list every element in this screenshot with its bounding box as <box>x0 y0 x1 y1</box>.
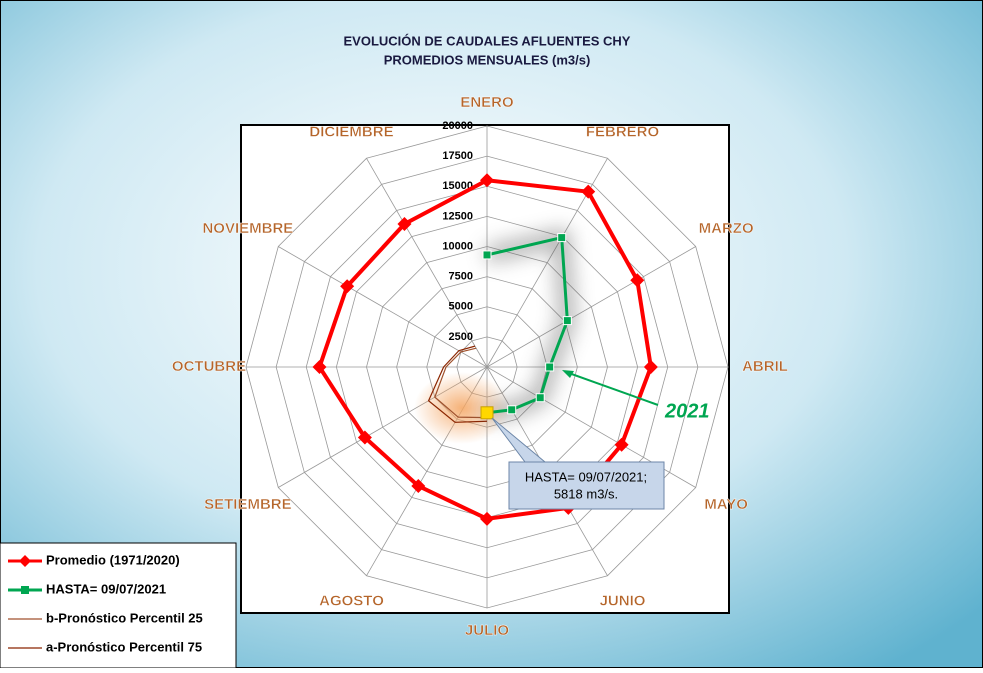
marker <box>312 360 327 374</box>
marker <box>614 437 629 452</box>
legend-label: a-Pronóstico Percentil 75 <box>46 639 202 654</box>
marker <box>507 405 517 415</box>
spoke <box>486 246 696 368</box>
category-label: MARZO <box>699 220 754 237</box>
marker <box>581 184 596 199</box>
marker <box>535 393 545 403</box>
category-label: FEBRERO <box>586 123 660 140</box>
annotation-arrow <box>565 371 659 406</box>
marker <box>397 217 412 232</box>
category-label: JUNIO <box>600 593 646 610</box>
marker <box>630 273 645 288</box>
series-line <box>434 347 488 419</box>
legend-label: b-Pronóstico Percentil 25 <box>46 610 203 625</box>
r-tick-label: 2500 <box>449 331 473 343</box>
marker <box>340 279 355 294</box>
marker <box>480 173 494 188</box>
legend-marker <box>19 555 31 567</box>
chart-subtitle: PROMEDIOS MENSUALES (m3/s) <box>384 52 591 67</box>
marker <box>411 478 426 493</box>
legend-label: HASTA= 09/07/2021 <box>46 581 166 596</box>
marker <box>643 360 658 374</box>
category-label: ENERO <box>460 94 514 111</box>
marker <box>557 233 567 243</box>
r-tick-label: 12500 <box>442 210 473 222</box>
category-label: OCTUBRE <box>172 358 246 375</box>
category-label: AGOSTO <box>319 593 384 610</box>
legend-marker <box>21 586 29 594</box>
spoke <box>366 158 488 368</box>
callout-box <box>508 461 665 510</box>
r-tick-label: 10000 <box>442 240 473 252</box>
category-label: ABRIL <box>742 358 788 375</box>
marker <box>480 511 494 526</box>
category-label: NOVIEMBRE <box>202 220 293 237</box>
marker <box>562 316 572 326</box>
callout-text: 5818 m3/s. <box>554 486 618 501</box>
marker <box>545 362 555 372</box>
callout-text: HASTA= 09/07/2021; <box>525 469 647 484</box>
category-label: DICIEMBRE <box>309 123 393 140</box>
latest-marker <box>480 406 494 420</box>
spoke <box>278 246 488 368</box>
r-tick-label: 5000 <box>449 301 473 313</box>
category-label: JULIO <box>465 622 510 639</box>
category-label: SETIEMBRE <box>204 496 292 513</box>
r-tick-label: 17500 <box>442 150 473 162</box>
annotation-2021: 2021 <box>664 400 710 422</box>
marker <box>482 250 492 260</box>
legend-label: Promedio (1971/2020) <box>46 552 180 567</box>
annotation-arrowhead <box>562 370 574 378</box>
category-label: MAYO <box>704 496 748 513</box>
r-tick-label: 15000 <box>442 180 473 192</box>
r-tick-label: 7500 <box>449 271 473 283</box>
marker <box>357 430 372 445</box>
series-line <box>427 345 488 423</box>
r-tick-label: 20000 <box>442 120 473 132</box>
chart-title: EVOLUCIÓN DE CAUDALES AFLUENTES CHY <box>344 33 631 48</box>
